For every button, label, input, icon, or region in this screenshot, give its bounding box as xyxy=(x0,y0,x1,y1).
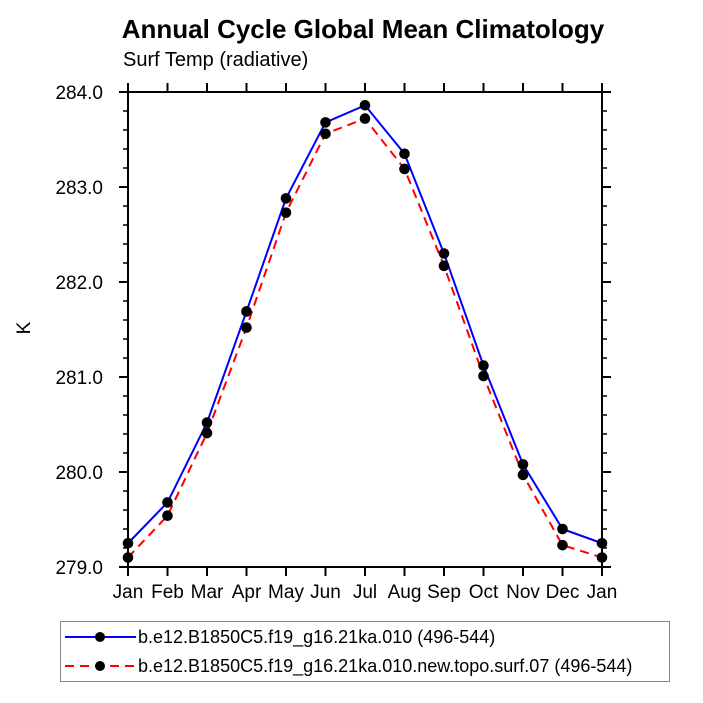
data-point-series-0 xyxy=(557,523,568,535)
y-tick-label: 283.0 xyxy=(55,178,103,199)
axis-box xyxy=(127,91,603,568)
legend-line-sample-series-1 xyxy=(65,661,136,671)
data-point-series-0 xyxy=(201,417,213,428)
x-tick-label: Feb xyxy=(151,582,184,603)
x-tick-label: Nov xyxy=(506,582,540,603)
legend-marker-series-0 xyxy=(95,632,105,642)
data-point-series-1 xyxy=(438,260,450,272)
x-tick-label: Jul xyxy=(353,582,377,603)
data-point-series-0 xyxy=(359,100,371,111)
legend-label-series-0: b.e12.B1850C5.f19_g16.21ka.010 (496-544) xyxy=(138,626,496,647)
data-point-series-0 xyxy=(320,117,331,128)
series-line-0 xyxy=(127,104,603,545)
data-point-series-0 xyxy=(478,360,489,371)
data-point-series-0 xyxy=(122,537,134,549)
data-point-series-0 xyxy=(162,497,173,508)
legend-item: b.e12.B1850C5.f19_g16.21ka.010 (496-544) xyxy=(63,624,669,651)
legend-line-sample-series-0 xyxy=(65,632,136,642)
x-tick-label: Jan xyxy=(113,582,144,603)
y-tick-label: 284.0 xyxy=(55,83,103,104)
data-point-series-1 xyxy=(359,113,371,124)
data-point-series-1 xyxy=(241,322,252,333)
x-tick-label: Jan xyxy=(587,582,618,603)
legend-marker-series-1 xyxy=(95,661,105,671)
y-tick-label: 279.0 xyxy=(55,558,103,579)
data-point-series-1 xyxy=(122,552,134,563)
data-point-series-0 xyxy=(596,537,608,549)
data-point-series-1 xyxy=(162,510,173,521)
data-point-series-0 xyxy=(399,148,410,160)
x-tick-label: Jun xyxy=(310,582,341,603)
data-point-series-1 xyxy=(320,128,331,140)
series-line-1 xyxy=(127,117,603,559)
y-tick-label: 282.0 xyxy=(55,273,103,294)
x-tick-label: Mar xyxy=(191,582,224,603)
chart-title: Annual Cycle Global Mean Climatology xyxy=(121,14,605,44)
data-point-series-1 xyxy=(280,207,292,218)
legend: b.e12.B1850C5.f19_g16.21ka.010 (496-544)… xyxy=(60,621,670,682)
x-tick-label: Aug xyxy=(388,582,422,603)
data-point-series-1 xyxy=(557,539,568,551)
data-point-series-1 xyxy=(399,163,410,175)
data-point-series-1 xyxy=(201,427,213,439)
x-tick-label: Apr xyxy=(232,582,262,603)
chart-subtitle: Surf Temp (radiative) xyxy=(123,49,309,71)
data-point-series-0 xyxy=(517,459,529,470)
x-tick-label: May xyxy=(268,582,304,603)
legend-label-series-1: b.e12.B1850C5.f19_g16.21ka.010.new.topo.… xyxy=(138,655,633,676)
legend-item: b.e12.B1850C5.f19_g16.21ka.010.new.topo.… xyxy=(63,653,669,680)
x-tick-label: Sep xyxy=(427,582,461,603)
y-tick-label: 281.0 xyxy=(55,368,103,389)
data-point-series-1 xyxy=(478,370,489,382)
data-point-series-0 xyxy=(280,193,292,204)
x-tick-label: Oct xyxy=(469,582,499,603)
data-point-series-0 xyxy=(241,306,252,317)
y-tick-label: 280.0 xyxy=(55,463,103,484)
data-point-series-0 xyxy=(438,248,450,259)
x-tick-label: Dec xyxy=(546,582,580,603)
data-point-series-1 xyxy=(517,469,529,481)
data-point-series-1 xyxy=(596,552,608,563)
